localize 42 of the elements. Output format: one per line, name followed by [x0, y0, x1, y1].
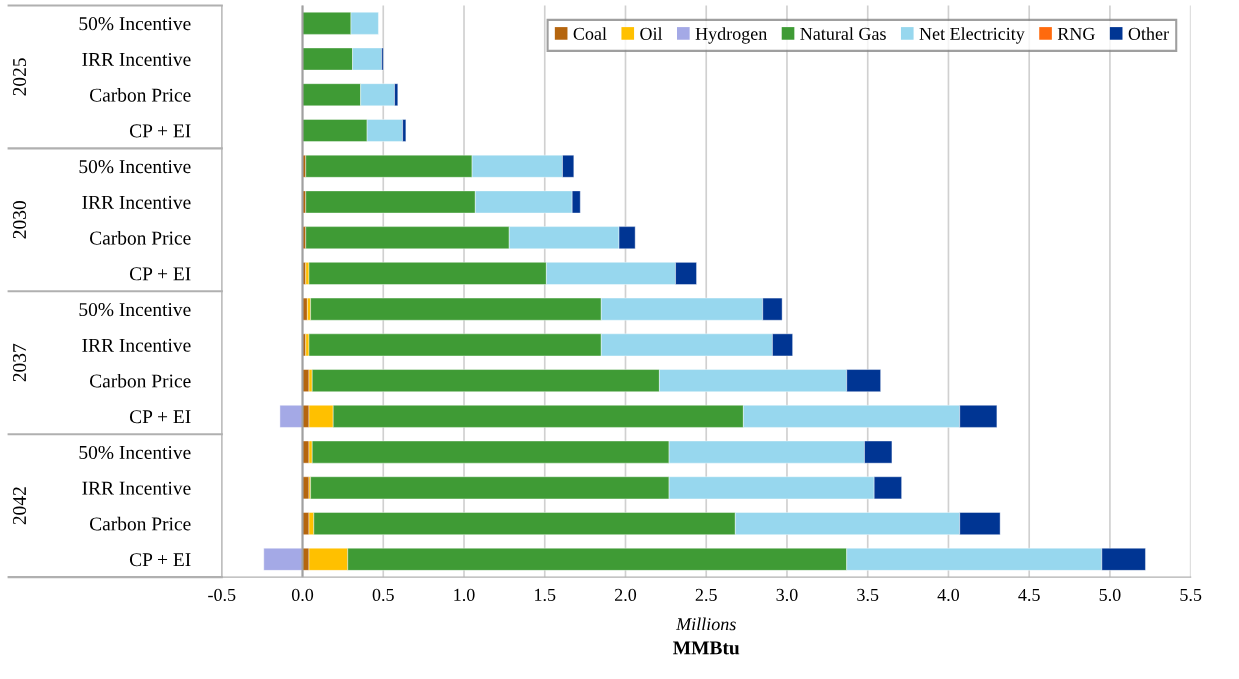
x-tick-label: 2.5	[695, 588, 717, 602]
x-tick-label: 1.5	[535, 588, 556, 602]
y-tick-label: Carbon Price	[89, 88, 191, 102]
x-tick-label: 3.5	[857, 588, 879, 602]
y-tick-label: CP + EI	[129, 410, 191, 424]
text: 2037	[12, 343, 27, 382]
y-tick-label: IRR Incentive	[82, 481, 191, 495]
x-tick-label: 4.0	[937, 588, 960, 602]
legend-label: RNG	[1057, 27, 1095, 40]
legend-label: Net Electricity	[919, 27, 1025, 44]
y-tick-label: IRR Incentive	[82, 338, 191, 352]
legend-label: Oil	[640, 27, 663, 40]
y-tick-label: CP + EI	[129, 267, 191, 281]
y-tick-label: CP + EI	[129, 124, 191, 138]
x-tick-label: 0.5	[372, 588, 394, 602]
y-tick-label: 50% Incentive	[79, 302, 191, 317]
y-tick-label: 50% Incentive	[79, 160, 191, 174]
y-tick-label: CP + EI	[129, 553, 191, 567]
x-axis-title: MMBtu	[673, 641, 740, 655]
legend-label: Hydrogen	[695, 27, 767, 44]
text: 2030	[12, 201, 27, 239]
y-tick-label: IRR Incentive	[82, 195, 191, 209]
legend-label: Natural Gas	[800, 27, 886, 40]
x-tick-label: -0.5	[208, 588, 236, 602]
y-tick-label: Carbon Price	[89, 373, 191, 388]
y-tick-label: IRR Incentive	[82, 52, 191, 66]
y-tick-label: Carbon Price	[89, 516, 191, 531]
x-tick-label: 3.0	[776, 588, 798, 602]
x-tick-label: 4.5	[1018, 588, 1040, 602]
y-tick-label: 50% Incentive	[79, 17, 191, 31]
legend-label: Other	[1128, 27, 1169, 40]
text: 2042	[12, 487, 27, 525]
x-tick-label: 5.0	[1099, 588, 1121, 602]
x-tick-label: 0.0	[291, 588, 314, 602]
y-tick-label: 50% Incentive	[79, 445, 191, 460]
text: Millions	[675, 617, 736, 631]
x-tick-label: 1.0	[454, 588, 475, 602]
y-tick-label: Carbon Price	[89, 230, 191, 245]
x-tick-label: 2.0	[615, 588, 637, 602]
legend-label: Coal	[573, 27, 607, 40]
text: 2025	[12, 58, 27, 96]
x-tick-label: 5.5	[1180, 588, 1202, 602]
